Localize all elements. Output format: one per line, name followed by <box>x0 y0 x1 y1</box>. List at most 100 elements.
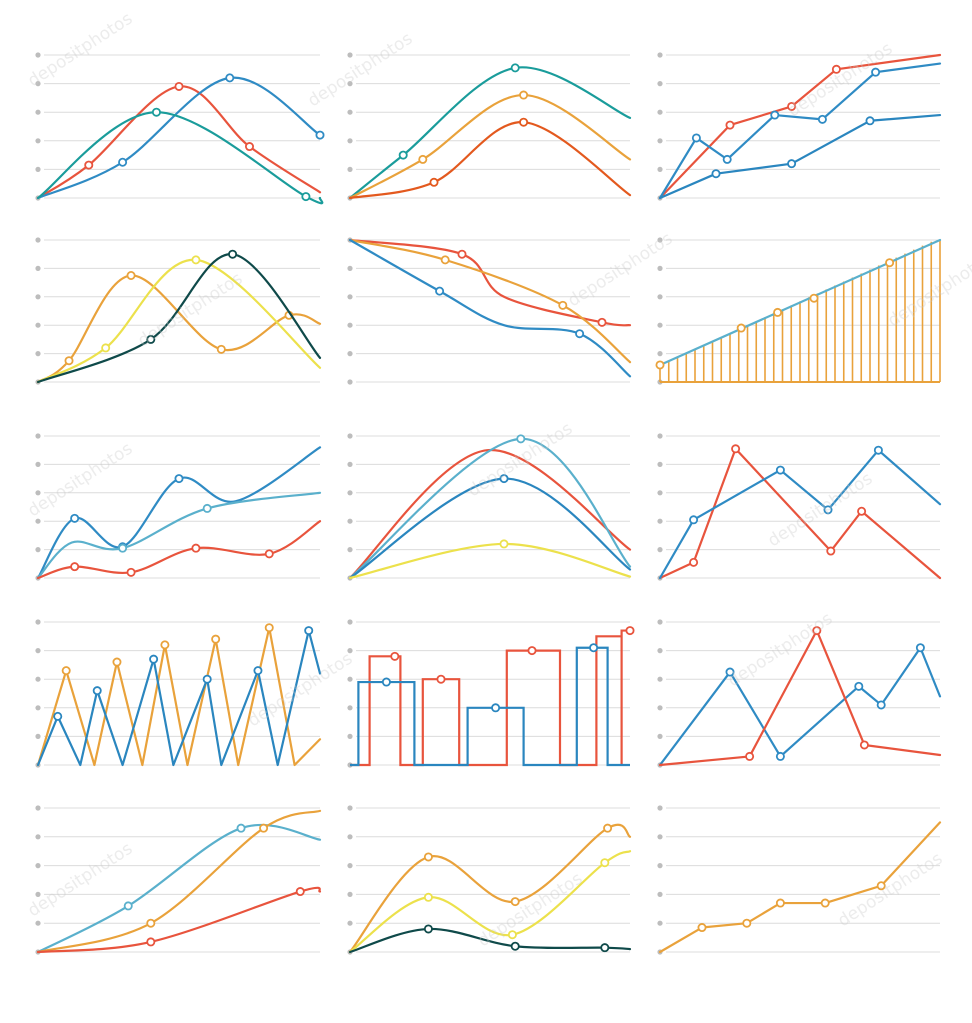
gridline-dot <box>35 863 41 869</box>
data-point <box>123 901 133 911</box>
series-line <box>658 646 942 767</box>
series-line <box>658 449 942 580</box>
gridline-dot <box>35 518 41 524</box>
gridline-dot <box>347 547 353 553</box>
gridline-dot <box>35 648 41 654</box>
gridline-dot <box>657 490 663 496</box>
data-point <box>885 258 895 268</box>
data-point <box>625 626 635 636</box>
gridline-dot <box>657 518 663 524</box>
series-line <box>36 274 322 384</box>
data-point <box>600 858 610 868</box>
series-line <box>36 626 322 767</box>
data-point <box>126 270 136 280</box>
series-line <box>348 121 632 200</box>
data-point <box>228 249 238 259</box>
series-line <box>350 629 630 767</box>
data-point <box>745 751 755 761</box>
gridline-dot <box>347 920 353 926</box>
data-point <box>118 157 128 167</box>
gridline-dot <box>657 81 663 87</box>
data-point <box>775 465 785 475</box>
gridline-dot <box>347 109 353 115</box>
data-point <box>244 142 254 152</box>
data-point <box>742 918 752 928</box>
gridline-dot <box>35 805 41 811</box>
chart-panel-10 <box>35 619 322 768</box>
data-point <box>854 681 864 691</box>
data-point <box>436 674 446 684</box>
gridline-dot <box>347 294 353 300</box>
series-line <box>658 447 942 580</box>
series-line <box>36 823 322 954</box>
series-line <box>658 53 942 200</box>
chart-panel-1 <box>35 52 325 205</box>
gridline-dot <box>347 705 353 711</box>
data-point <box>597 317 607 327</box>
gridline-dot <box>347 518 353 524</box>
data-point <box>92 686 102 696</box>
data-point <box>146 918 156 928</box>
data-point <box>174 474 184 484</box>
chart-panel-13 <box>35 805 322 955</box>
series-line <box>36 629 322 767</box>
data-point <box>859 740 869 750</box>
series-line <box>348 927 632 954</box>
data-point <box>253 666 263 676</box>
gridline-dot <box>657 863 663 869</box>
data-point <box>457 249 467 259</box>
gridline-dot <box>657 322 663 328</box>
data-point <box>61 666 71 676</box>
data-point <box>689 557 699 567</box>
data-point <box>151 107 161 117</box>
data-point <box>689 515 699 525</box>
gridline-dot <box>657 733 663 740</box>
data-point <box>817 114 827 124</box>
data-point <box>519 117 529 127</box>
gridline-dot <box>35 109 41 115</box>
data-point <box>725 667 735 677</box>
series-line <box>348 238 632 327</box>
gridline-dot <box>35 619 41 625</box>
data-point <box>70 513 80 523</box>
data-point <box>857 506 867 516</box>
gridline-dot <box>657 547 663 553</box>
gridline-dot <box>35 351 41 357</box>
data-point <box>211 634 221 644</box>
data-point <box>491 703 501 713</box>
data-point <box>731 444 741 454</box>
gridline-dot <box>657 294 663 300</box>
series-line <box>36 491 322 580</box>
data-point <box>823 505 833 515</box>
data-point <box>160 640 170 650</box>
data-point <box>519 90 529 100</box>
gridline-dot <box>657 705 663 711</box>
data-point <box>812 626 822 636</box>
gridline-dot <box>35 166 41 172</box>
data-point <box>826 546 836 556</box>
gridline-dot <box>35 676 41 682</box>
gridline-dot <box>657 805 663 811</box>
gridline-dot <box>347 322 353 328</box>
data-point <box>191 255 201 265</box>
gridline-dot <box>35 920 41 926</box>
gridline-dot <box>657 834 663 840</box>
data-point <box>423 892 433 902</box>
data-point <box>775 898 785 908</box>
gridline-dot <box>35 891 41 898</box>
gridline-dot <box>657 237 663 243</box>
data-point <box>773 307 783 317</box>
data-point <box>589 643 599 653</box>
data-point <box>775 751 785 761</box>
chart-panel-15 <box>657 805 942 955</box>
series-line <box>36 809 322 954</box>
series-line <box>348 449 632 580</box>
data-point <box>146 937 156 947</box>
data-point <box>259 823 269 833</box>
series-line <box>36 886 322 954</box>
data-point <box>84 160 94 170</box>
data-point <box>126 567 136 577</box>
series-line <box>348 437 632 580</box>
gridline-dot <box>35 52 41 58</box>
